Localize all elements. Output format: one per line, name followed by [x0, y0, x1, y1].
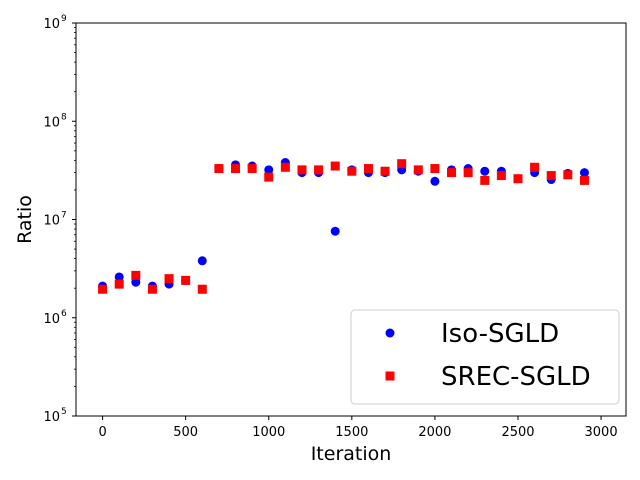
- srec-sgld-point: [231, 164, 241, 174]
- iso-sgld-point: [330, 226, 340, 236]
- x-tick-label: 500: [173, 425, 198, 440]
- x-tick-label: 2500: [501, 425, 534, 440]
- x-tick-label: 1500: [335, 425, 368, 440]
- srec-sgld-point: [480, 175, 490, 185]
- srec-sgld-point: [297, 165, 307, 175]
- srec-sgld-point: [247, 164, 257, 174]
- srec-sgld-point: [114, 279, 124, 289]
- y-axis-label: Ratio: [14, 195, 36, 244]
- srec-sgld-point: [147, 284, 157, 294]
- srec-sgld-point: [197, 284, 207, 294]
- x-tick-label: 3000: [585, 425, 618, 440]
- srec-sgld-point: [563, 170, 573, 180]
- y-tick-exponent: 7: [61, 211, 67, 221]
- y-tick-label: 10: [43, 17, 60, 32]
- y-tick-exponent: 6: [61, 309, 67, 319]
- srec-sgld-point: [397, 159, 407, 169]
- iso-sgld-point: [579, 168, 589, 178]
- x-tick-label: 0: [98, 425, 106, 440]
- iso-sgld-point: [430, 176, 440, 186]
- legend-marker: [385, 371, 395, 381]
- srec-sgld-point: [546, 171, 556, 181]
- srec-sgld-point: [413, 165, 423, 175]
- y-tick-label: 10: [43, 214, 60, 229]
- srec-sgld-point: [347, 166, 357, 176]
- srec-sgld-point: [380, 166, 390, 176]
- iso-sgld-point: [131, 277, 141, 287]
- x-tick-label: 1000: [252, 425, 285, 440]
- srec-sgld-point: [363, 164, 373, 174]
- x-axis-label: Iteration: [311, 443, 392, 465]
- srec-sgld-point: [214, 164, 224, 174]
- y-tick-exponent: 5: [61, 407, 67, 417]
- legend-box: [350, 309, 620, 405]
- y-tick-exponent: 9: [61, 14, 67, 24]
- iso-sgld-point: [264, 165, 274, 175]
- srec-sgld-point: [530, 162, 540, 172]
- srec-sgld-point: [430, 164, 440, 174]
- x-axis-ticks: 0 500 1000 1500 2000 2500 3000: [98, 416, 618, 440]
- srec-sgld-point: [463, 168, 473, 178]
- srec-sgld-point: [181, 275, 191, 285]
- srec-sgld-point: [513, 174, 523, 184]
- srec-sgld-point: [579, 175, 589, 185]
- srec-sgld-point: [496, 171, 506, 181]
- srec-sgld-point: [280, 162, 290, 172]
- y-tick-label: 10: [43, 312, 60, 327]
- srec-sgld-point: [447, 168, 457, 178]
- srec-sgld-point: [264, 172, 274, 182]
- y-tick-exponent: 8: [61, 112, 67, 122]
- srec-sgld-point: [314, 165, 324, 175]
- x-tick-label: 2000: [418, 425, 451, 440]
- data-points: [98, 158, 589, 294]
- legend-label: SREC-SGLD: [441, 362, 591, 392]
- y-tick-label: 10: [43, 115, 60, 130]
- legend-label: Iso-SGLD: [441, 319, 559, 349]
- legend: Iso-SGLD SREC-SGLD: [350, 309, 620, 405]
- srec-sgld-point: [164, 274, 174, 284]
- iso-sgld-point: [114, 272, 124, 282]
- srec-sgld-point: [98, 284, 108, 294]
- srec-sgld-point: [330, 161, 340, 171]
- iso-sgld-point: [480, 166, 490, 176]
- y-tick-label: 10: [43, 410, 60, 425]
- iso-sgld-point: [197, 256, 207, 266]
- srec-sgld-point: [131, 270, 141, 280]
- legend-marker: [385, 328, 395, 338]
